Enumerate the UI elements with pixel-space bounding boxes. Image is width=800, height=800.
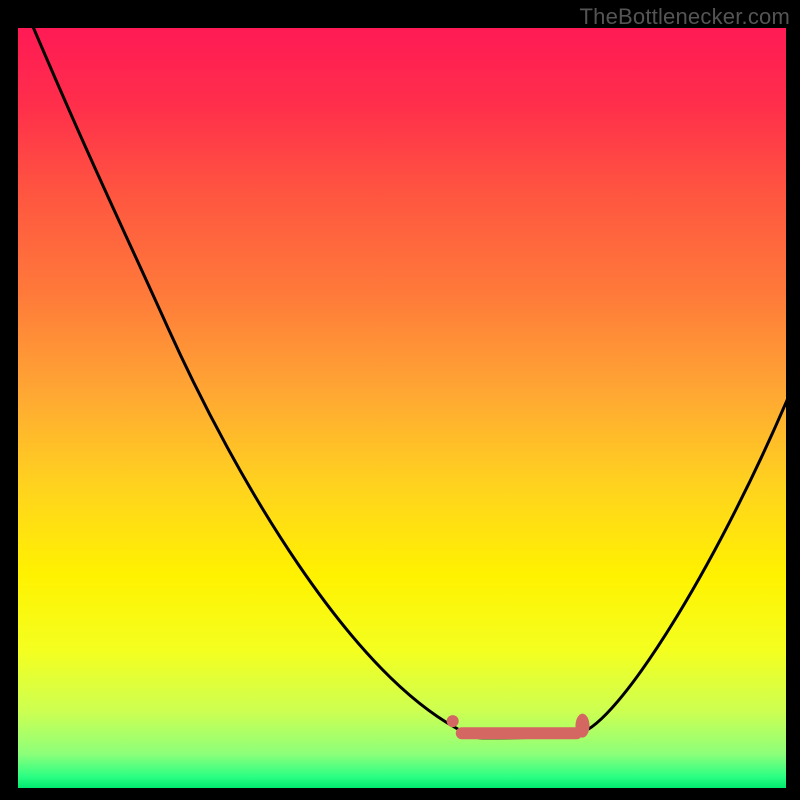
optimal-range-start-dot <box>447 715 459 727</box>
bottleneck-curve-layer <box>18 28 786 788</box>
optimal-range-end-blob <box>575 714 589 738</box>
watermark-text: TheBottlenecker.com <box>580 4 790 30</box>
optimal-range-marker <box>447 714 590 740</box>
chart-outer: TheBottlenecker.com <box>0 0 800 800</box>
optimal-range-bar <box>456 727 583 739</box>
bottleneck-curve <box>25 28 786 738</box>
plot-area <box>18 28 786 788</box>
plot-frame <box>18 28 786 788</box>
